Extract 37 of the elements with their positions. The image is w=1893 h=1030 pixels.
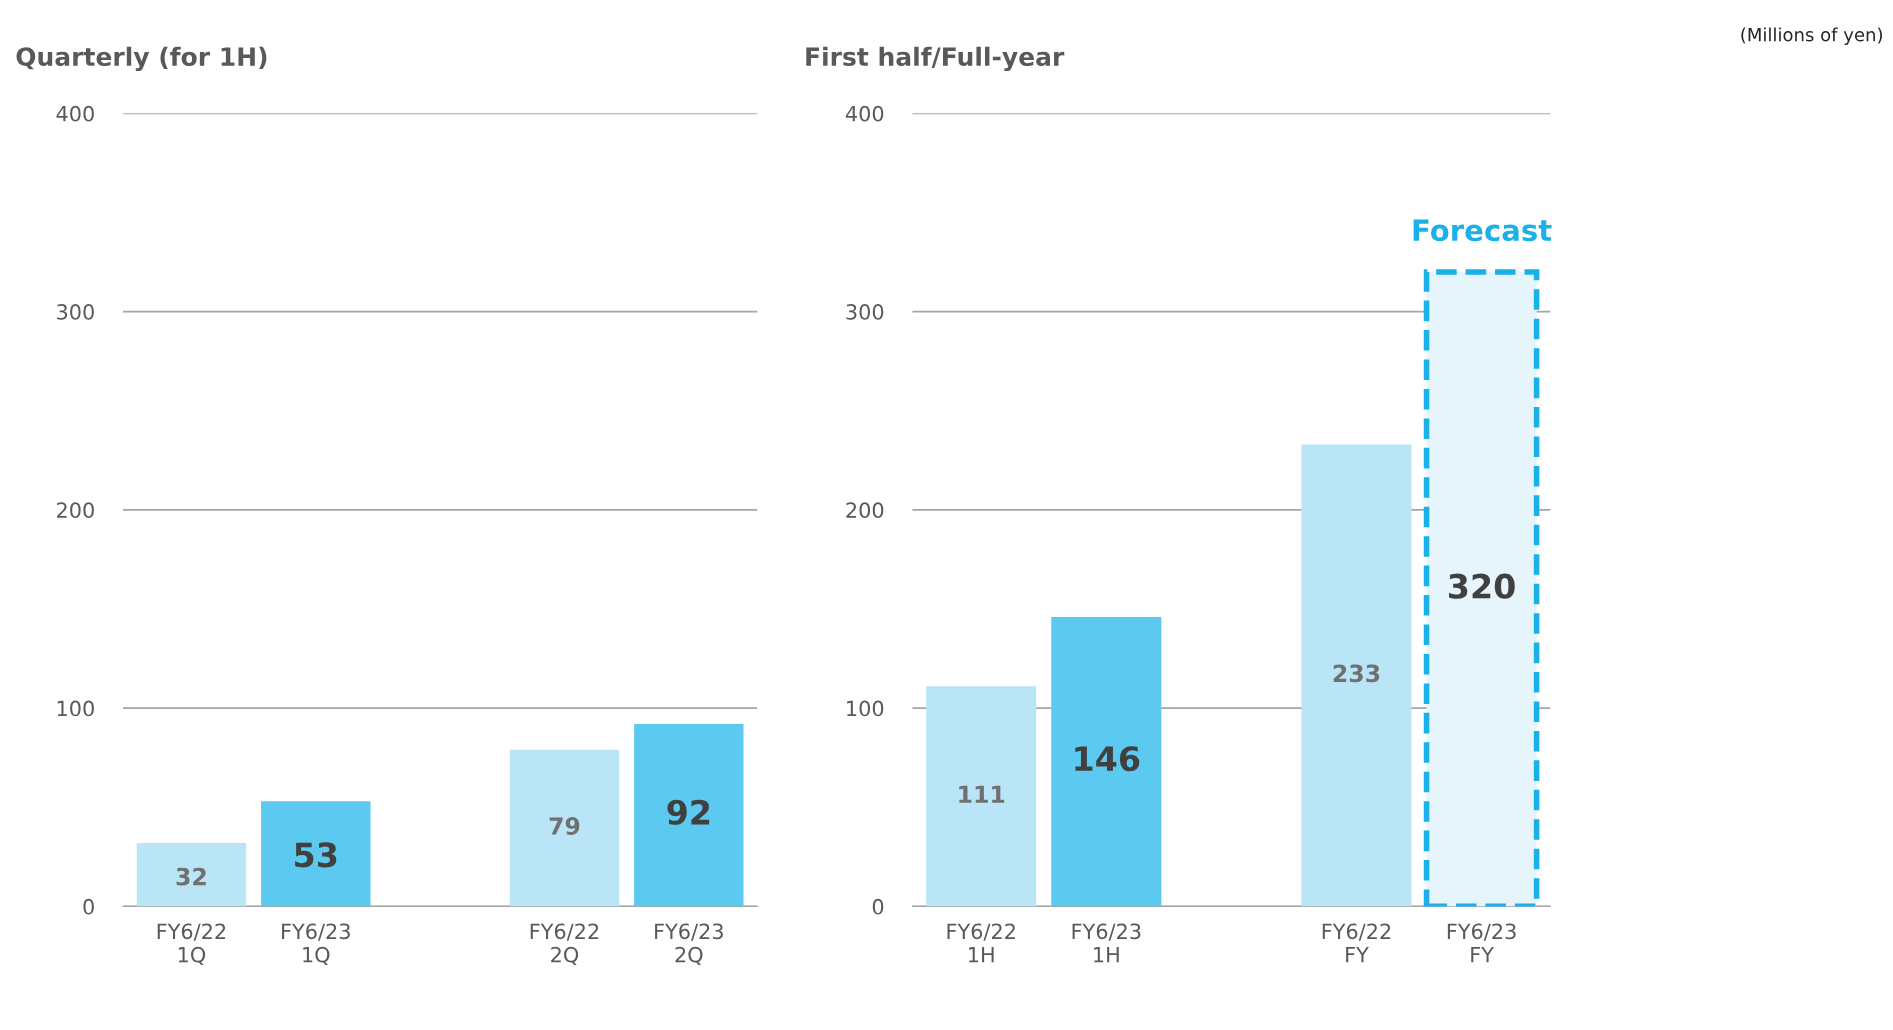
x-tick-label: FY6/23 1Q [282, 923, 350, 965]
y-tick-label: 200 [57, 502, 94, 519]
y-tick-label: 300 [846, 304, 884, 320]
chart-title: First half/Full-year [806, 46, 1065, 72]
data-label: 233 [1333, 664, 1380, 683]
text: (Millions of yen) [1741, 27, 1882, 45]
data-label: 32 [176, 867, 206, 886]
data-label: 92 [667, 799, 710, 825]
x-tick-label: FY6/22 2Q [530, 923, 599, 965]
y-tick-label: 300 [57, 304, 94, 320]
x-tick-label: FY6/22 FY [1322, 923, 1391, 963]
x-tick-label: FY6/23 2Q [655, 923, 723, 965]
data-label: 146 [1075, 746, 1140, 772]
x-tick-label: FY6/22 1Q [157, 923, 226, 965]
x-tick-label: FY6/22 1H [947, 923, 1015, 963]
y-tick-label: 200 [846, 502, 884, 519]
y-tick-label: 100 [847, 700, 884, 717]
x-tick-label: FY6/23 1H [1072, 923, 1141, 963]
bar [261, 801, 371, 907]
bar [1051, 616, 1162, 907]
data-label: 79 [549, 817, 580, 835]
data-label: 53 [295, 842, 337, 868]
y-tick-label: 400 [845, 105, 884, 122]
y-tick-label: 400 [56, 105, 94, 122]
bar [926, 686, 1037, 907]
bar [136, 842, 247, 907]
y-tick-label: 100 [57, 700, 94, 717]
x-tick-label: FY6/23 FY [1447, 923, 1516, 963]
bar [634, 723, 744, 907]
bar [1301, 444, 1412, 907]
annotation: Forecast [1413, 219, 1552, 242]
y-tick-label: 0 [872, 898, 884, 915]
bar [509, 749, 620, 907]
data-label: 111 [959, 785, 1005, 803]
data-label: 320 [1449, 573, 1515, 599]
chart-title: Quarterly (for 1H) [16, 46, 267, 72]
y-tick-label: 0 [83, 898, 94, 915]
